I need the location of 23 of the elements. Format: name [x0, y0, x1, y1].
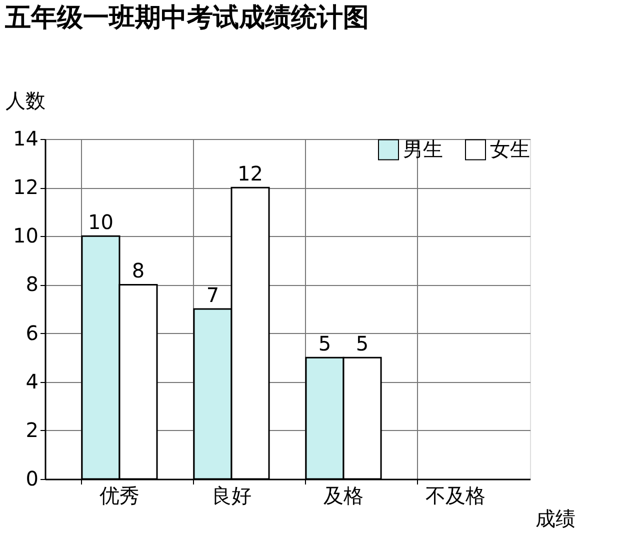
data-label: 5 — [318, 332, 332, 356]
data-label: 5 — [356, 332, 369, 356]
data-label: 8 — [132, 258, 145, 283]
legend-label: 女生 — [490, 136, 530, 161]
x-tick-label: 优秀 — [99, 484, 140, 508]
data-label: 7 — [206, 283, 220, 307]
y-tick-label: 2 — [26, 418, 38, 442]
x-tick-label: 及格 — [324, 484, 364, 508]
x-tick-label: 不及格 — [426, 484, 486, 508]
y-tick-label: 8 — [26, 272, 38, 296]
y-tick-label: 0 — [26, 466, 38, 490]
legend-label: 男生 — [403, 136, 443, 161]
data-label: 10 — [88, 210, 114, 234]
y-tick-label: 14 — [13, 126, 38, 150]
y-tick-label: 12 — [13, 175, 38, 200]
y-tick-label: 10 — [13, 224, 38, 248]
y-tick-label: 4 — [26, 369, 38, 394]
x-axis-title: 成绩 — [536, 506, 576, 530]
y-tick-label: 6 — [26, 320, 38, 345]
x-tick-label: 良好 — [211, 484, 252, 508]
y-axis-title: 人数 — [6, 88, 46, 112]
data-label: 12 — [238, 162, 263, 186]
chart-title: 五年级一班期中考试成绩统计图 — [4, 3, 369, 33]
